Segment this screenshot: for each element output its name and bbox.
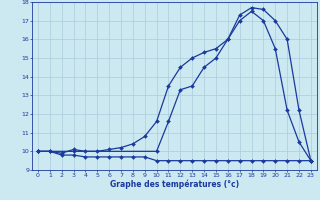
X-axis label: Graphe des températures (°c): Graphe des températures (°c)	[110, 179, 239, 189]
